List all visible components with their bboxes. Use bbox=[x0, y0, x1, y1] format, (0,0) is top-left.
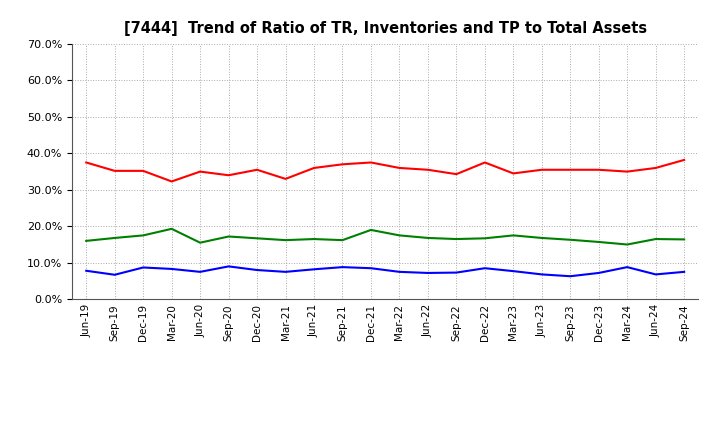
Inventories bbox=[310, 267, 318, 272]
Trade Receivables bbox=[566, 167, 575, 172]
Inventories bbox=[338, 264, 347, 270]
Trade Receivables bbox=[595, 167, 603, 172]
Line: Trade Payables: Trade Payables bbox=[86, 229, 684, 245]
Trade Receivables bbox=[395, 165, 404, 171]
Line: Inventories: Inventories bbox=[86, 266, 684, 276]
Trade Receivables bbox=[310, 165, 318, 171]
Trade Receivables bbox=[623, 169, 631, 174]
Trade Receivables bbox=[423, 167, 432, 172]
Trade Payables bbox=[196, 240, 204, 246]
Trade Payables bbox=[366, 227, 375, 233]
Trade Payables bbox=[167, 226, 176, 231]
Trade Payables bbox=[509, 233, 518, 238]
Trade Payables bbox=[680, 237, 688, 242]
Trade Receivables bbox=[253, 167, 261, 172]
Inventories bbox=[537, 272, 546, 277]
Trade Payables bbox=[537, 235, 546, 241]
Trade Payables bbox=[225, 234, 233, 239]
Inventories bbox=[282, 269, 290, 275]
Trade Payables bbox=[566, 237, 575, 242]
Inventories bbox=[680, 269, 688, 275]
Inventories bbox=[423, 270, 432, 275]
Trade Payables bbox=[139, 233, 148, 238]
Trade Receivables bbox=[139, 168, 148, 173]
Inventories bbox=[623, 264, 631, 270]
Trade Receivables bbox=[225, 172, 233, 178]
Trade Payables bbox=[480, 236, 489, 241]
Inventories bbox=[253, 268, 261, 273]
Trade Payables bbox=[652, 236, 660, 242]
Trade Payables bbox=[395, 233, 404, 238]
Title: [7444]  Trend of Ratio of TR, Inventories and TP to Total Assets: [7444] Trend of Ratio of TR, Inventories… bbox=[124, 21, 647, 36]
Trade Payables bbox=[338, 238, 347, 243]
Trade Payables bbox=[423, 235, 432, 241]
Inventories bbox=[366, 266, 375, 271]
Trade Receivables bbox=[338, 161, 347, 167]
Inventories bbox=[395, 269, 404, 275]
Trade Receivables bbox=[452, 172, 461, 177]
Inventories bbox=[509, 268, 518, 274]
Inventories bbox=[225, 264, 233, 269]
Inventories bbox=[196, 269, 204, 275]
Inventories bbox=[566, 274, 575, 279]
Inventories bbox=[110, 272, 119, 277]
Trade Receivables bbox=[366, 160, 375, 165]
Trade Receivables bbox=[537, 167, 546, 172]
Trade Receivables bbox=[652, 165, 660, 171]
Trade Receivables bbox=[167, 179, 176, 184]
Inventories bbox=[167, 266, 176, 271]
Inventories bbox=[480, 266, 489, 271]
Inventories bbox=[82, 268, 91, 273]
Trade Payables bbox=[310, 236, 318, 242]
Trade Receivables bbox=[282, 176, 290, 182]
Trade Payables bbox=[595, 239, 603, 245]
Trade Payables bbox=[110, 235, 119, 241]
Trade Receivables bbox=[82, 160, 91, 165]
Inventories bbox=[452, 270, 461, 275]
Trade Receivables bbox=[110, 168, 119, 173]
Trade Receivables bbox=[680, 157, 688, 162]
Trade Receivables bbox=[480, 160, 489, 165]
Trade Receivables bbox=[509, 171, 518, 176]
Line: Trade Receivables: Trade Receivables bbox=[86, 160, 684, 181]
Trade Payables bbox=[282, 238, 290, 243]
Trade Receivables bbox=[196, 169, 204, 174]
Trade Payables bbox=[253, 236, 261, 241]
Trade Payables bbox=[623, 242, 631, 247]
Trade Payables bbox=[82, 238, 91, 243]
Inventories bbox=[652, 272, 660, 277]
Inventories bbox=[139, 265, 148, 270]
Trade Payables bbox=[452, 236, 461, 242]
Inventories bbox=[595, 270, 603, 275]
